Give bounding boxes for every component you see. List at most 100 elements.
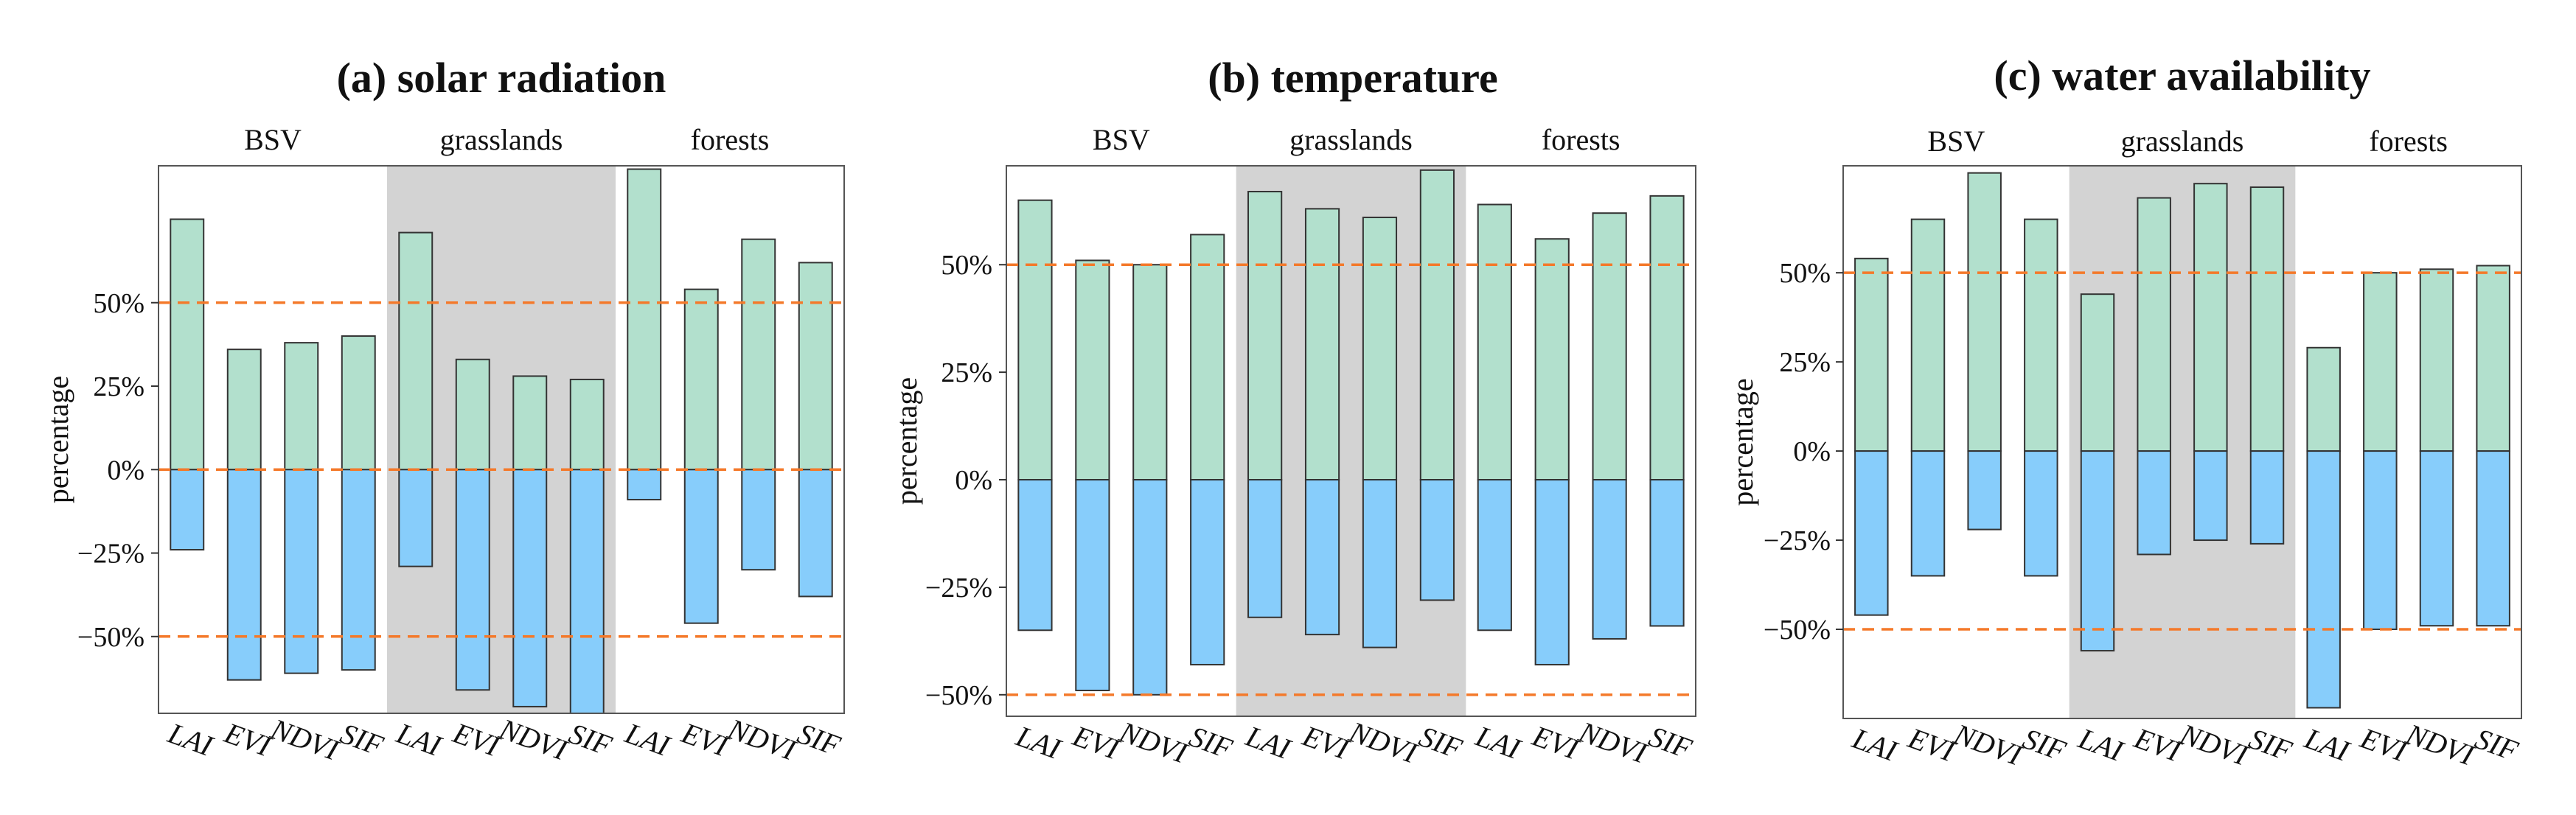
y-tick-label: 0% <box>1793 436 1831 467</box>
bar-positive <box>569 378 605 471</box>
y-tick-label: −50% <box>1764 615 1831 646</box>
x-category-label: EVI <box>1068 718 1124 766</box>
bar-positive <box>1967 172 2002 452</box>
bar-negative <box>1362 479 1398 648</box>
x-category-label: LAI <box>1241 719 1295 766</box>
y-tick-label: 25% <box>1779 347 1831 378</box>
bar-negative <box>226 469 262 681</box>
x-category-label: LAI <box>2300 721 2354 769</box>
bar-positive <box>398 231 434 471</box>
group-label: grasslands <box>1289 123 1413 156</box>
x-category-label: NDVI <box>2175 717 2253 772</box>
bar-positive <box>2080 293 2115 452</box>
x-category-label: SIF <box>793 716 845 762</box>
group-label: BSV <box>1093 123 1150 156</box>
panel-2: 50% 25% 0% −25% −50% percentage (b) temperatur… <box>890 54 1696 770</box>
panel-title: (c) water availability <box>1994 52 2370 99</box>
bar-negative <box>1649 479 1685 627</box>
y-tick-label: −50% <box>77 622 145 653</box>
bar-positive <box>2476 265 2510 452</box>
x-category-label: SIF <box>1185 719 1236 765</box>
bar-negative <box>2419 450 2454 627</box>
bar-positive <box>1419 169 1455 481</box>
plot-frame <box>1842 165 2522 719</box>
y-tick-label: 25% <box>941 357 992 388</box>
group-label: grasslands <box>2121 125 2244 158</box>
group-label: grasslands <box>440 123 563 156</box>
x-category-label: LAI <box>392 716 447 763</box>
bar-positive <box>1649 195 1685 481</box>
bar-positive <box>2024 218 2058 452</box>
panel-title: (a) solar radiation <box>337 54 666 102</box>
y-tick-label: 0% <box>107 455 145 486</box>
x-category-label: LAI <box>164 716 218 763</box>
bar-positive <box>1910 218 1946 452</box>
y-axis-label: percentage <box>41 376 74 503</box>
x-category-label: SIF <box>565 716 616 762</box>
bar-negative <box>2249 450 2285 545</box>
x-category-label: NDVI <box>723 712 801 767</box>
bar-positive <box>2193 183 2228 452</box>
bar-negative <box>1534 479 1570 665</box>
bar-negative <box>1967 450 2002 531</box>
bar-positive <box>455 358 490 471</box>
x-category-label: SIF <box>1415 719 1466 765</box>
x-category-label: LAI <box>621 716 675 763</box>
bar-positive <box>2306 346 2341 452</box>
bar-negative <box>798 469 833 598</box>
bar-positive <box>2137 197 2171 452</box>
x-category-label: SIF <box>2245 721 2297 767</box>
y-tick-label: −25% <box>1764 525 1831 556</box>
bar-negative <box>2137 450 2171 556</box>
x-category-label: SIF <box>2019 721 2070 767</box>
bar-positive <box>2249 186 2285 452</box>
group-label: forests <box>691 123 770 156</box>
y-axis-label: percentage <box>890 377 923 505</box>
bar-negative <box>1304 479 1340 636</box>
bar-positive <box>1362 217 1398 481</box>
bar-negative <box>741 469 776 571</box>
y-tick-label: 0% <box>955 465 992 496</box>
bar-positive <box>798 262 833 471</box>
x-category-label: SIF <box>1645 719 1696 765</box>
group-label: forests <box>1542 123 1621 156</box>
bar-negative <box>1477 479 1512 632</box>
x-category-label: EVI <box>1528 718 1584 766</box>
bar-positive <box>1477 203 1512 481</box>
bar-negative <box>1017 479 1053 632</box>
bar-positive <box>683 288 719 471</box>
bar-positive <box>1304 208 1340 481</box>
x-category-label: LAI <box>1471 719 1525 766</box>
bar-negative <box>1419 479 1455 601</box>
bar-negative <box>683 469 719 624</box>
bar-negative <box>2363 450 2398 631</box>
y-tick-label: 50% <box>93 288 145 319</box>
bar-negative <box>398 469 434 567</box>
x-category-label: LAI <box>1848 721 1902 769</box>
bar-negative <box>341 469 376 671</box>
bar-positive <box>627 168 662 471</box>
bar-negative <box>1854 450 1889 616</box>
bar-negative <box>1247 479 1283 618</box>
y-axis-label: percentage <box>1726 378 1759 506</box>
bar-negative <box>1592 479 1627 640</box>
bar-negative <box>2476 450 2510 627</box>
plot-frame <box>1006 165 1696 717</box>
bar-negative <box>2024 450 2058 577</box>
y-tick-label: −25% <box>77 539 145 570</box>
bar-negative <box>284 469 319 674</box>
x-category-label: NDVI <box>1574 715 1652 770</box>
x-category-label: SIF <box>336 716 388 762</box>
bar-negative <box>2193 450 2228 542</box>
plot-frame <box>158 165 845 714</box>
y-tick-label: 50% <box>941 250 992 281</box>
group-label: BSV <box>1927 125 1985 158</box>
bar-negative <box>569 469 605 715</box>
y-tick-label: −50% <box>925 680 992 711</box>
bar-positive <box>1190 234 1225 481</box>
x-category-label: NDVI <box>1115 715 1193 770</box>
y-tick-label: 25% <box>93 371 145 402</box>
bar-negative <box>2306 450 2341 709</box>
